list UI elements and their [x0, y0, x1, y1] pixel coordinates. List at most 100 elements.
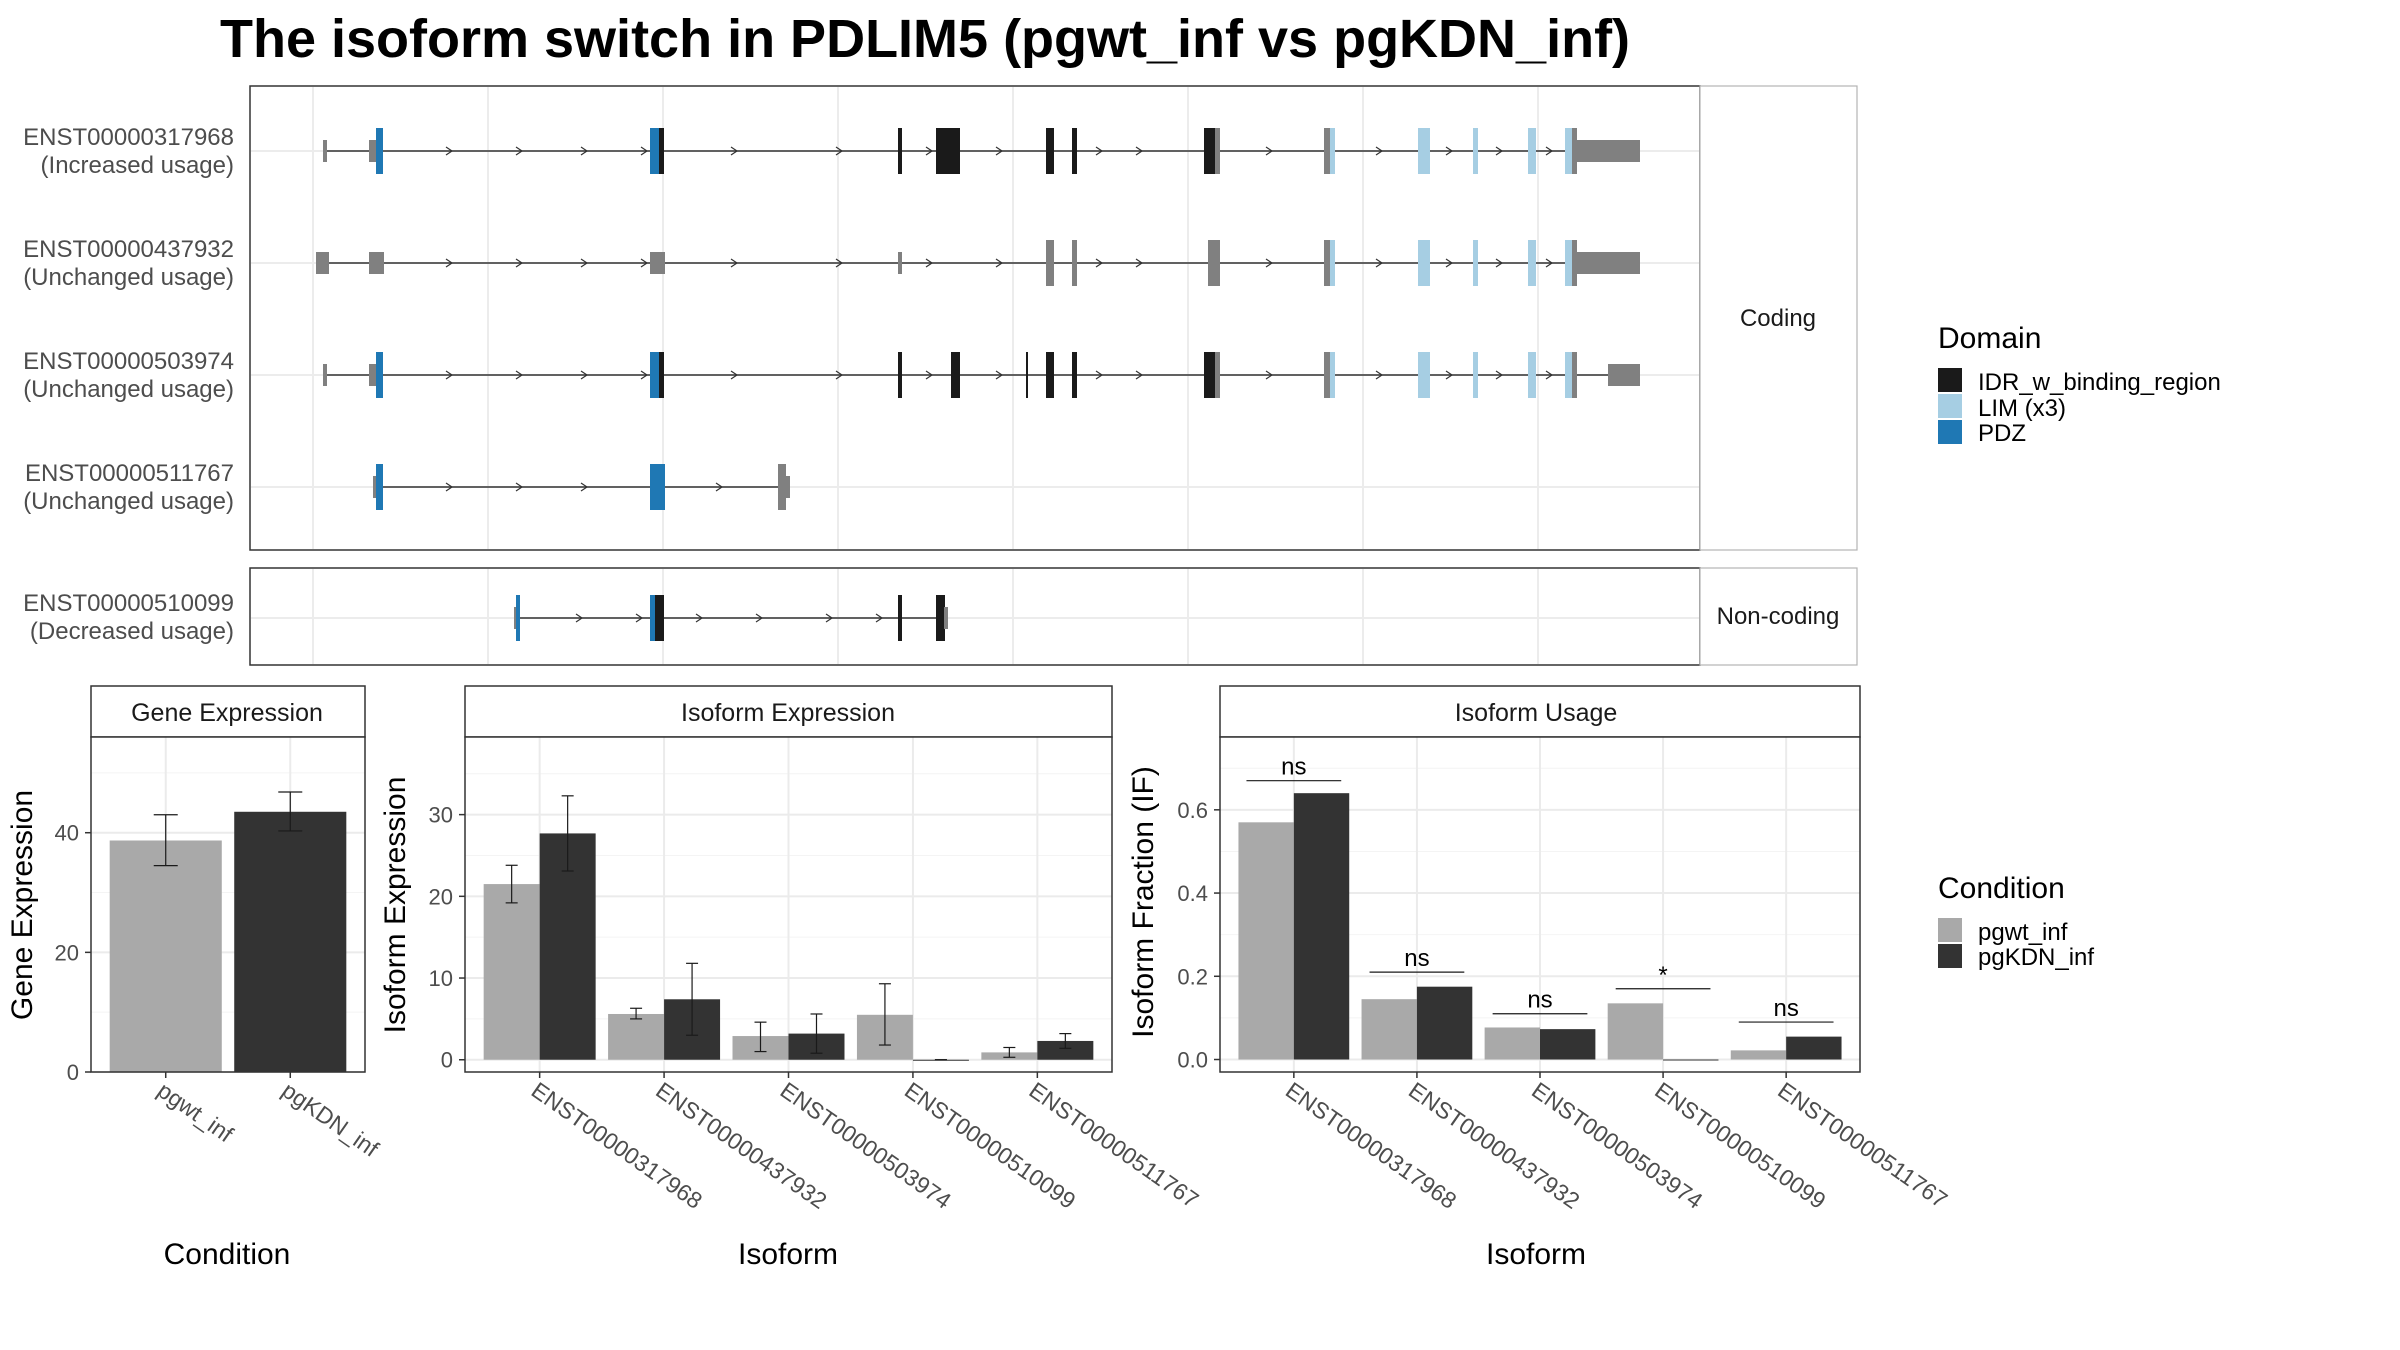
strand-arrow	[1545, 146, 1554, 156]
exon-block	[1046, 240, 1054, 286]
condition-legend-title: Condition	[1938, 872, 2065, 905]
significance-label: ns	[1527, 987, 1552, 1014]
exon-block	[323, 364, 327, 386]
strand-arrow	[730, 146, 739, 156]
exon-block	[1565, 128, 1575, 174]
transcript-label-usage: (Decreased usage)	[30, 618, 234, 645]
exon-block	[514, 607, 517, 629]
exon-block	[898, 595, 902, 641]
strand-arrow	[730, 258, 739, 268]
bar	[483, 884, 540, 1060]
exon-block	[369, 364, 378, 386]
strand-arrow	[1095, 146, 1104, 156]
transcript-structure-panel: Coding Non-coding ENST00000317968 (Incre…	[23, 85, 1858, 666]
noncoding-strip-label: Non-coding	[1717, 603, 1840, 630]
transcript-label-id: ENST00000503974	[23, 348, 234, 375]
exon-block	[1330, 352, 1335, 398]
strand-arrow	[1495, 370, 1504, 380]
exon-block	[1072, 128, 1077, 174]
exon-block	[1072, 352, 1077, 398]
legend-label-pgwt: pgwt_inf	[1978, 919, 2068, 946]
exon-block	[1046, 352, 1054, 398]
transcript-label-usage: (Unchanged usage)	[23, 488, 234, 515]
exon-block	[1572, 128, 1577, 174]
exon-block	[1528, 240, 1536, 286]
exon-block	[1324, 352, 1332, 398]
strand-arrow	[695, 613, 704, 623]
bar	[1484, 1027, 1540, 1060]
exon-block	[650, 595, 656, 641]
transcript-label-id: ENST00000317968	[23, 124, 234, 151]
significance-label: *	[1658, 962, 1667, 989]
exon-block	[898, 128, 902, 174]
bar	[234, 811, 347, 1072]
exon-block	[1026, 352, 1028, 398]
exon-block	[376, 464, 383, 510]
transcript-models	[316, 128, 1640, 641]
strand-arrow	[445, 482, 454, 492]
figure-title: The isoform switch in PDLIM5 (pgwt_inf v…	[220, 9, 1630, 69]
exon-block	[944, 607, 948, 629]
isoform-expression-strip-label: Isoform Expression	[681, 699, 895, 727]
exon-block	[659, 352, 664, 398]
exon-block	[1577, 140, 1640, 162]
exon-block	[369, 140, 378, 162]
strand-arrow	[1375, 146, 1384, 156]
noncoding-panel-border	[249, 567, 1701, 666]
significance-label: ns	[1281, 754, 1306, 781]
strand-arrow	[445, 258, 454, 268]
exon-block	[1473, 240, 1478, 286]
strand-arrow	[995, 146, 1004, 156]
gene-expression-chart: Gene Expression Condition Gene Expressio…	[6, 685, 384, 1271]
exon-block	[1473, 352, 1478, 398]
exon-block	[1204, 128, 1216, 174]
legend-key-lim	[1938, 394, 1962, 418]
y-tick-label: 0	[67, 1060, 79, 1085]
isoform-expression-ylabel: Isoform Expression	[379, 777, 412, 1034]
panel-border	[90, 736, 366, 1073]
bar	[1663, 1059, 1719, 1061]
strand-arrow	[835, 146, 844, 156]
exon-block	[369, 252, 384, 274]
exon-block	[1473, 128, 1478, 174]
exon-block	[1215, 352, 1220, 398]
exon-block	[316, 252, 329, 274]
strand-arrow	[1495, 146, 1504, 156]
gene-expression-ylabel: Gene Expression	[6, 790, 39, 1020]
exon-block	[1072, 240, 1077, 286]
exon-block	[1528, 352, 1536, 398]
strand-arrow	[580, 258, 589, 268]
x-tick-label: pgKDN_inf	[277, 1077, 384, 1162]
exon-block	[936, 595, 945, 641]
y-tick-label: 0.4	[1177, 881, 1208, 906]
transcript-label-id: ENST00000511767	[25, 460, 234, 487]
bar	[608, 1013, 665, 1060]
exon-block	[1208, 240, 1220, 286]
y-tick-label: 30	[429, 803, 453, 828]
strand-arrow	[515, 482, 524, 492]
transcript-label-id: ENST00000437932	[23, 236, 234, 263]
legend-key-pdz	[1938, 420, 1962, 444]
exon-block	[373, 476, 378, 498]
y-tick-label: 0.0	[1177, 1048, 1208, 1073]
strand-arrow	[925, 370, 934, 380]
exon-block	[516, 595, 520, 641]
exon-block	[650, 352, 660, 398]
exon-block	[323, 140, 327, 162]
noncoding-strip	[1699, 567, 1858, 666]
strand-arrow	[640, 146, 649, 156]
exon-block	[650, 464, 665, 510]
legend-label-lim: LIM (x3)	[1978, 395, 2066, 422]
exon-block	[650, 128, 660, 174]
strand-arrow	[640, 258, 649, 268]
gene-expression-strip-label: Gene Expression	[131, 699, 323, 727]
exon-block	[1418, 352, 1430, 398]
y-tick-label: 0	[441, 1048, 453, 1073]
coding-strip	[1699, 85, 1858, 551]
y-tick-label: 0.6	[1177, 798, 1208, 823]
significance-label: ns	[1773, 995, 1798, 1022]
bar	[1238, 822, 1294, 1060]
bar	[1730, 1050, 1787, 1060]
strand-arrow	[580, 146, 589, 156]
transcript-label-usage: (Unchanged usage)	[23, 376, 234, 403]
